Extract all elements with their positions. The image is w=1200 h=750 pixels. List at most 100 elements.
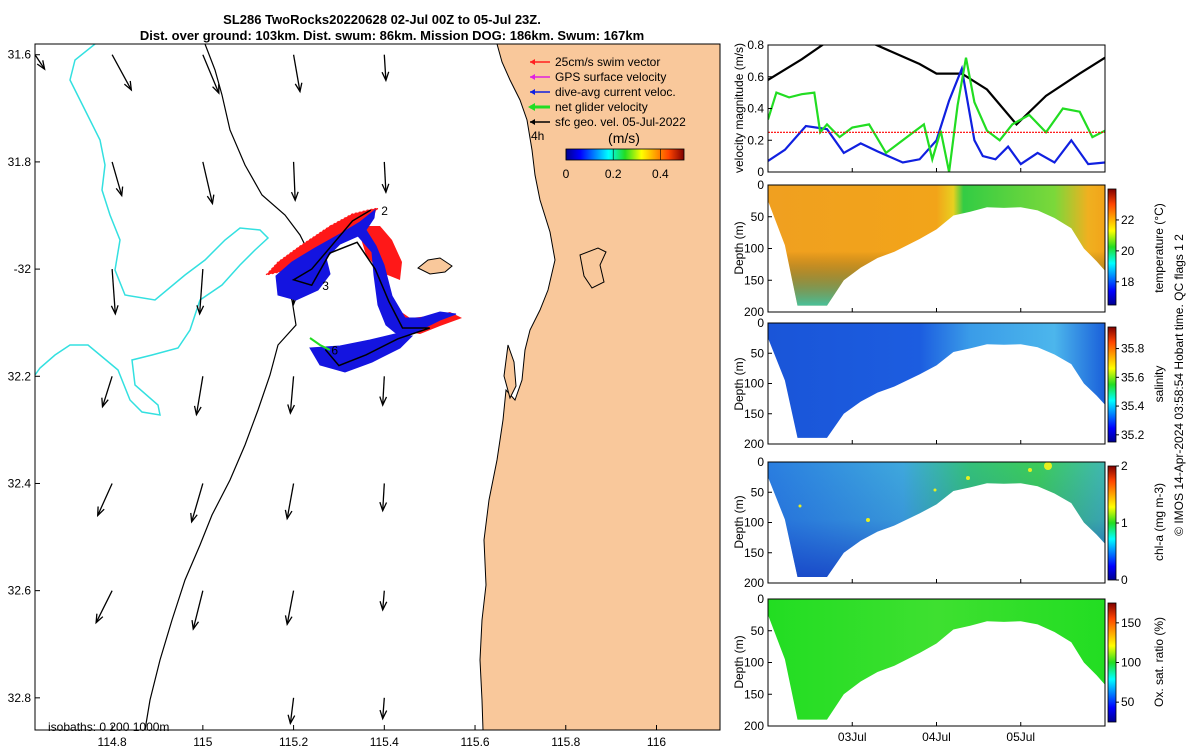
garden-island [503, 344, 517, 400]
geo-vector-arrow [286, 483, 295, 519]
velocity-ylabel: velocity magnitude (m/s) [732, 43, 746, 173]
map-x-tick-label: 114.8 [98, 735, 127, 749]
depth-tick-label: 50 [751, 210, 765, 224]
depth-tick-label: 0 [757, 316, 764, 330]
salinity-colorbar [1107, 326, 1117, 443]
salinity-depth-ticks: 0 50 100 150 200 [744, 316, 772, 451]
colorbar-tick-label: 0 [1121, 573, 1128, 587]
legend-note-4h: 4h [531, 129, 544, 143]
waypoint-label: 3 [322, 279, 329, 293]
temperature-panel: 0 50 100 150 200 Depth (m) 18 20 22 temperatur… [732, 178, 1166, 319]
map-y-tick-label: 31.8 [8, 155, 32, 169]
temperature-colorbar [1107, 188, 1117, 306]
colorbar-tick-label: 35.8 [1121, 342, 1145, 356]
legend-arrowhead-net [528, 103, 535, 111]
geo-vector-arrowhead [196, 305, 205, 316]
glider-track [291, 209, 430, 367]
geo-vector-arrow [111, 161, 123, 196]
geo-vector-arrow [383, 54, 387, 81]
velocity-y-tick-label: 0.2 [747, 133, 764, 147]
rottnest-island [417, 257, 453, 275]
map-colorbar [565, 148, 685, 161]
geo-vector-arrow [198, 269, 204, 314]
velocity-series-geo [768, 45, 1105, 127]
map-x-tick-label: 115.6 [460, 735, 489, 749]
geo-vector-arrowhead [191, 620, 200, 631]
depth-tick-label: 100 [744, 656, 764, 670]
geo-vector-arrowhead [284, 615, 293, 626]
legend-gps-velocity: GPS surface velocity [555, 70, 666, 84]
depth-tick-label: 50 [751, 485, 765, 499]
geo-vector-arrowhead [110, 305, 119, 316]
geo-vector-arrow [97, 483, 113, 516]
temperature-depth-ticks: 0 50 100 150 200 [744, 178, 772, 319]
geo-vector-arrowhead [95, 613, 104, 625]
map-x-tick-label: 116 [647, 735, 666, 749]
map-legend: 25cm/s swim vector GPS surface velocity … [528, 55, 686, 181]
geo-vector-arrowhead [379, 601, 388, 612]
map-colorbar-tick-label: 0.2 [605, 167, 622, 181]
geo-vector-arrowhead [212, 84, 220, 95]
velocity-y-tick-label: 0.4 [747, 102, 764, 116]
geo-vector-arrow [286, 590, 295, 625]
depth-tick-label: 150 [744, 546, 764, 560]
geo-vector-arrowhead [379, 396, 388, 407]
oxygen-section [768, 599, 1105, 720]
geo-vector-arrowhead [115, 186, 124, 198]
chl-a-colorbar-ticks: 0 1 2 [1116, 459, 1128, 587]
velocity-series-dive_avg [768, 64, 1105, 166]
colorbar-tick-label: 50 [1121, 695, 1135, 709]
geo-vector-arrow [202, 161, 214, 204]
chl-a-hotspots [798, 462, 1052, 522]
geo-vector-arrowhead [379, 501, 388, 513]
geo-vector-arrowhead [97, 506, 105, 518]
colorbar-tick-label: 22 [1121, 213, 1135, 227]
depth-tick-label: 0 [757, 455, 764, 469]
map-colorbar-ticks: 0 0.2 0.4 [563, 149, 669, 181]
isobath-note: isobaths: 0 200 1000m [48, 720, 169, 734]
depth-tick-label: 150 [744, 407, 764, 421]
colorbar-tick-label: 35.4 [1121, 399, 1145, 413]
chl-a-colorbar [1107, 465, 1117, 581]
map-y-tick-label: 32.6 [8, 584, 32, 598]
velocity-panel: 0 0.2 0.4 0.6 0.8 velocity magnitude (m/s) [732, 38, 1106, 179]
map-y-ticks: 31.6 31.8 -32 32.2 32.4 32.6 32.8 [8, 48, 40, 705]
isobath-1000m [35, 44, 270, 416]
depth-tick-label: 200 [744, 719, 764, 733]
chl-a-ylabel: Depth (m) [732, 495, 746, 548]
legend-arrowhead-geo [530, 119, 535, 125]
salinity-colorbar-ticks: 35.2 35.4 35.6 35.8 [1116, 342, 1145, 442]
colorbar-tick-label: 150 [1121, 616, 1141, 630]
map-colorbar-tick-label: 0.4 [652, 167, 669, 181]
geo-vector-arrowhead [284, 509, 293, 521]
geo-vector-arrow [382, 483, 385, 511]
time-tick-label: 05Jul [1006, 730, 1035, 744]
map-x-tick-label: 115 [193, 735, 212, 749]
depth-tick-label: 0 [757, 592, 764, 606]
salinity-section [768, 323, 1105, 438]
map-colorbar-label: (m/s) [608, 130, 640, 146]
depth-tick-label: 200 [744, 437, 764, 451]
map-y-tick-label: 32.2 [8, 369, 32, 383]
depth-tick-label: 50 [751, 624, 765, 638]
waypoint-label: 6 [331, 343, 338, 357]
colorbar-tick-label: 35.2 [1121, 428, 1145, 442]
map-y-tick-label: 31.6 [8, 48, 32, 62]
geo-vector-arrow [202, 54, 220, 94]
colorbar-tick-label: 100 [1121, 656, 1141, 670]
island-small [579, 247, 607, 289]
temperature-colorbar-ticks: 18 20 22 [1116, 213, 1135, 289]
colorbar-tick-label: 35.6 [1121, 370, 1145, 384]
salinity-colorbar-label: salinity [1152, 366, 1166, 403]
figure-title-line1: SL286 TwoRocks20220628 02-Jul 00Z to 05-… [223, 12, 541, 27]
legend-sfc-geo: sfc geo. vel. 05-Jul-2022 [555, 115, 686, 129]
geo-vector-arrow [195, 376, 204, 415]
waypoint-label: 2 [381, 204, 388, 218]
time-axis-ticks: 03Jul 04Jul 05Jul [838, 168, 1035, 744]
legend-swim-vector: 25cm/s swim vector [555, 55, 660, 69]
oxygen-ylabel: Depth (m) [732, 635, 746, 688]
map-y-tick-label: 32.4 [8, 476, 32, 490]
velocity-plot-area [768, 45, 1105, 172]
